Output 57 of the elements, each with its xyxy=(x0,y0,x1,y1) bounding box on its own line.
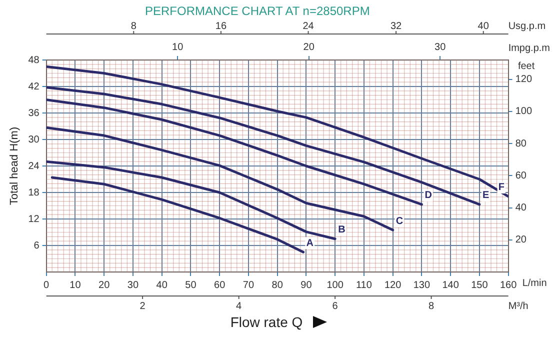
series-label: A xyxy=(306,238,314,249)
y-tick-label: 30 xyxy=(28,134,40,146)
x-tick-label: 150 xyxy=(471,280,488,291)
x-tick-label: 0 xyxy=(44,280,50,291)
series-label: F xyxy=(498,182,504,194)
y-tick-label: 6 xyxy=(34,240,40,252)
x-tick-label: 70 xyxy=(242,280,254,291)
y2-axis-title: feet xyxy=(518,60,535,72)
x-tick-label: 50 xyxy=(185,280,197,291)
x-tick-label: 140 xyxy=(442,280,460,291)
text: 32 xyxy=(390,20,402,32)
x2-tick-label: 10 xyxy=(172,42,184,53)
y2-tick-label: 120 xyxy=(515,74,532,86)
y2-tick-label: 80 xyxy=(515,138,527,150)
x-tick-label: 40 xyxy=(156,280,168,291)
x-tick-label: 80 xyxy=(272,280,284,291)
series-label: D xyxy=(424,190,432,202)
series-label: C xyxy=(396,216,404,227)
y-tick-label: 18 xyxy=(28,187,40,198)
y-tick-label: 48 xyxy=(28,54,40,66)
text: 24 xyxy=(302,20,314,32)
x-tick-label: 10 xyxy=(70,280,82,291)
y-tick-label: 24 xyxy=(28,160,40,172)
x-tick-label: 60 xyxy=(214,280,226,291)
x2-axis-title: Impg.p.m xyxy=(508,42,550,54)
x-tick-label: 20 xyxy=(98,280,110,291)
y2-tick-label: 60 xyxy=(515,170,527,182)
series-label: E xyxy=(482,190,490,202)
y-axis-title: Total head H(m) xyxy=(8,126,21,206)
y2-tick-label: 20 xyxy=(515,234,527,246)
x2-tick-label: 20 xyxy=(303,42,315,53)
x-tick-label: 130 xyxy=(413,280,430,291)
x-tick-label: 100 xyxy=(326,280,344,291)
series-label: B xyxy=(338,224,346,236)
y2-tick-label: 40 xyxy=(515,202,527,214)
text: 6 xyxy=(332,300,338,312)
text: 4 xyxy=(236,300,242,312)
x-tick-label: 110 xyxy=(356,280,372,291)
y-tick-label: 36 xyxy=(28,108,40,119)
x-tick-label: 30 xyxy=(127,280,139,291)
text: 8 xyxy=(130,20,137,32)
x-axis-title: L/min xyxy=(522,278,547,289)
text: 2 xyxy=(140,300,146,312)
x2-tick-label: 30 xyxy=(434,42,446,53)
text: M³/h xyxy=(508,300,528,312)
text: 8 xyxy=(428,300,435,312)
x-tick-label: 120 xyxy=(384,280,402,291)
y2-tick-label: 100 xyxy=(515,106,532,118)
text: Flow rate Q xyxy=(230,314,303,330)
x-tick-label: 160 xyxy=(500,280,518,291)
chart-title: PERFORMANCE CHART AT n=2850RPM xyxy=(145,4,370,18)
y-tick-label: 12 xyxy=(28,214,40,225)
text: 16 xyxy=(215,20,227,32)
y-tick-label: 42 xyxy=(28,81,40,92)
x-tick-label: 90 xyxy=(300,280,312,291)
text: Usg.p.m xyxy=(508,20,546,32)
text: 40 xyxy=(478,20,490,32)
